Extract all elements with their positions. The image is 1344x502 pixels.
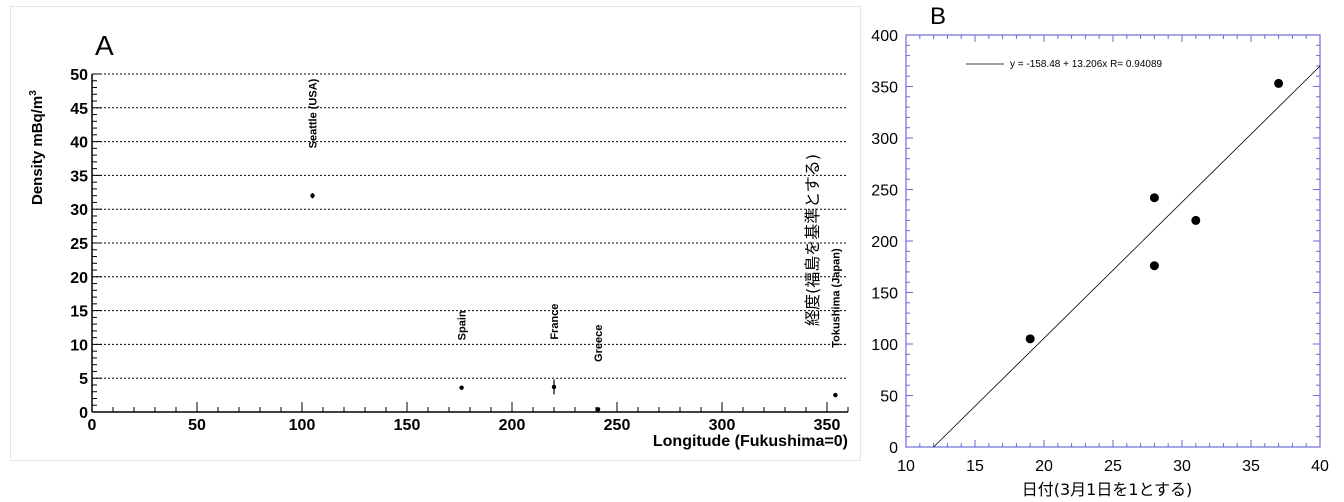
panel-a-y-tick-label: 20 xyxy=(70,270,88,287)
panel-b-point xyxy=(1149,261,1159,271)
panel-a-ticks: 0 5 10 15 20 25 30 35 40 45 50 0 50 100 150 200 250 300 35… xyxy=(70,67,849,434)
panel-a-y-tick-label: 0 xyxy=(79,405,88,422)
panel-b-fit xyxy=(933,65,1321,448)
panel-a-label: A xyxy=(95,30,114,61)
panel-a-point xyxy=(833,392,838,398)
panel-a-point xyxy=(310,193,315,198)
panel-b-y-tick-label: 100 xyxy=(871,337,898,354)
panel-a-y-axis-label: Density mBq/m3 xyxy=(28,90,46,205)
panel-b-axes xyxy=(905,34,1321,448)
panel-a-y-axis-label-sup: 3 xyxy=(28,90,39,96)
panel-b-x-tick-label: 40 xyxy=(1311,458,1329,475)
panel-a-x-tick-label: 50 xyxy=(188,417,206,434)
panel-a-y-tick-label: 50 xyxy=(70,67,88,84)
panel-b-points xyxy=(1025,78,1284,344)
panel-a-points: Seattle (USA) Spain France Greece Tokushima … xyxy=(308,78,842,412)
panel-a-y-tick-label: 10 xyxy=(70,337,88,354)
panel-b-legend: y = -158.48 + 13.206x R= 0.94089 xyxy=(966,59,1162,70)
panel-a-x-tick-label: 200 xyxy=(499,417,526,434)
panel-b-fit-line xyxy=(933,65,1321,448)
panel-a-x-tick-label: 100 xyxy=(289,417,316,434)
panel-b-x-tick-label: 20 xyxy=(1035,458,1053,475)
panel-b-y-axis-label: 経度(福島を基準とする) xyxy=(803,154,822,326)
panel-a-point-label: Greece xyxy=(593,325,605,362)
panel-a-frame xyxy=(10,6,861,461)
panel-a-x-tick-label: 350 xyxy=(814,417,841,434)
panel-a-x-tick-label: 250 xyxy=(604,417,631,434)
panel-b-y-tick-label: 250 xyxy=(871,183,898,200)
panel-b-point xyxy=(1149,193,1159,203)
panel-b-y-tick-label: 0 xyxy=(889,440,898,457)
panel-a-grid xyxy=(92,73,848,379)
panel-a-y-tick-label: 30 xyxy=(70,202,88,219)
panel-b-x-tick-label: 10 xyxy=(897,458,915,475)
panel-b-point xyxy=(1191,215,1201,225)
panel-a-x-axis-label: Longitude (Fukushima=0) xyxy=(653,433,848,450)
panel-a-point-label: Spain xyxy=(457,310,469,340)
panel-a-point-label: France xyxy=(549,304,561,340)
panel-a-point-label: Seattle (USA) xyxy=(308,78,320,148)
panel-b-y-tick-label: 300 xyxy=(871,131,898,148)
panel-b-y-tick-label: 50 xyxy=(880,389,898,406)
panel-a-point-label: Tokushima (Japan) xyxy=(830,248,842,348)
panel-a-y-tick-label: 25 xyxy=(70,236,88,253)
panel-b-label: B xyxy=(930,3,946,30)
panel-b-y-tick-label: 350 xyxy=(871,80,898,97)
panel-b-plot-frame xyxy=(905,34,1321,448)
panel-b-x-tick-label: 25 xyxy=(1104,458,1122,475)
panel-a-y-tick-label: 15 xyxy=(70,304,88,321)
panel-b-y-tick-label: 200 xyxy=(871,234,898,251)
panel-b-x-tick-label: 30 xyxy=(1173,458,1191,475)
panel-a-y-tick-label: 5 xyxy=(79,371,88,388)
panel-b-point xyxy=(1274,78,1284,88)
panel-a-x-tick-label: 300 xyxy=(709,417,736,434)
panel-a-y-tick-label: 35 xyxy=(70,168,88,185)
panel-b-ticks: 0 50 100 150 200 250 300 350 400 10 15 20 25 30 35 40 xyxy=(871,28,1329,475)
panel-a-point xyxy=(459,385,464,390)
panel-a-point xyxy=(595,407,601,412)
panel-a-x-tick-label: 0 xyxy=(88,417,97,434)
panel-a-y-tick-label: 40 xyxy=(70,135,88,152)
panel-a-y-tick-label: 45 xyxy=(70,101,88,118)
panel-b-x-tick-label: 35 xyxy=(1242,458,1260,475)
panel-b-y-tick-label: 400 xyxy=(871,28,898,45)
panel-b-point xyxy=(1025,334,1035,344)
panel-b-x-axis-label: 日付(3月1日を1とする) xyxy=(1022,480,1193,499)
panel-a-y-axis-label-text: Density mBq/m xyxy=(29,96,46,205)
panel-b-x-tick-label: 15 xyxy=(966,458,984,475)
panel-b-y-tick-label: 150 xyxy=(871,286,898,303)
panel-a-point xyxy=(551,384,557,390)
panel-a-x-tick-label: 150 xyxy=(394,417,421,434)
panel-b-legend-text: y = -158.48 + 13.206x R= 0.94089 xyxy=(1010,59,1162,70)
